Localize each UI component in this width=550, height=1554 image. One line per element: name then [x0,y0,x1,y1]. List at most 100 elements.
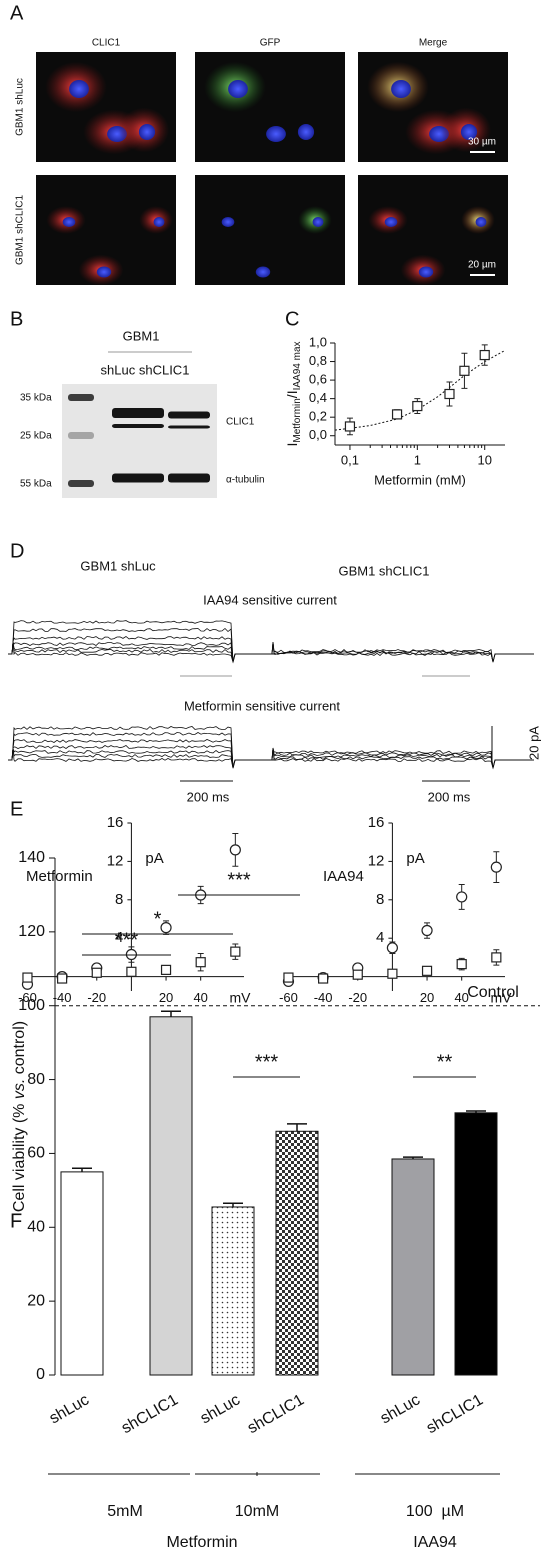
current-trace [8,641,274,663]
current-trace [268,641,534,663]
y-tick-label: 8 [376,891,384,908]
y-unit-label: pA [145,850,163,867]
y-axis-label-part: Metformin [292,398,303,442]
data-point [160,922,172,934]
data-point [229,844,241,856]
data-point [195,957,206,968]
band [168,425,210,429]
error-bar [403,1156,423,1159]
current-trace [8,636,274,663]
current-trace [268,747,534,770]
nucleus [255,266,271,278]
chart-title: IAA94 [323,868,364,885]
y-tick-label: 1,0 [309,334,327,349]
nucleus [391,80,411,98]
x-tick-label: -60 [18,990,37,1005]
current-trace [268,747,534,769]
data-point [352,969,363,980]
y-tick-label: 0,2 [309,409,327,424]
ladder-band [68,432,94,439]
error-bar [223,1202,243,1207]
significance-label: * [154,908,162,930]
y-tick-label: 12 [368,852,385,869]
current-trace [8,747,274,769]
data-point [160,964,172,975]
x-tick-label: 20 [420,990,434,1005]
current-trace [268,747,534,769]
row-label: GBM1 shCLIC1 [15,195,26,265]
nucleus [297,124,315,140]
x-axis-label: Metformin (mM) [374,472,466,487]
nucleus [384,217,398,227]
data-point [456,891,468,903]
y-tick-label: 20 [27,1292,45,1309]
current-trace [268,747,534,769]
x-tick-label: shCLIC1 [424,1391,487,1437]
x-tick-label: -40 [314,990,333,1005]
significance-label: ** [437,1051,453,1073]
y-tick-label: 12 [107,852,124,869]
current-trace [8,627,274,663]
y-tick-label: 120 [18,923,45,940]
data-point [283,972,294,983]
bar [275,1130,319,1376]
panel-letter: A [10,2,24,24]
y-axis-label-part: IAA94 max [292,341,303,390]
nucleus [228,80,248,98]
reference-label: Control [467,984,519,1001]
y-tick-label: 16 [368,814,385,831]
error-bar [161,1010,181,1017]
x-tick-label: -20 [348,990,367,1005]
nucleus [69,80,89,98]
y-axis-label: Cell viability (% vs. control) [11,1021,28,1212]
data-point [391,409,403,420]
x-tick-label: shLuc [47,1391,92,1427]
data-point [479,349,490,361]
data-point [490,861,502,873]
y-tick-label: 0,8 [309,353,327,368]
data-point [386,942,399,954]
current-trace [8,641,274,664]
data-point [421,924,433,937]
nucleus [460,124,478,140]
band-label: α-tubulin [226,475,265,486]
nucleus [418,266,434,278]
bar [60,1171,104,1376]
data-point [444,388,455,400]
time-scale-label: 200 ms [428,789,471,804]
y-axis-label-part: Cell viability (% [11,1099,28,1212]
current-trace [8,640,274,663]
x-tick-label: 10 [477,452,491,467]
data-point [387,968,398,979]
y-tick-label: 40 [27,1219,45,1236]
data-point [412,400,423,412]
y-tick-label: 4 [115,929,123,946]
y-tick-label: 100 [18,997,45,1014]
group-title: Metformin [166,1534,237,1551]
chart-title: Metformin [26,868,93,885]
data-point [318,973,329,984]
data-point [126,966,137,977]
column-label: GBM1 shCLIC1 [338,563,429,578]
current-trace [8,745,274,769]
band [112,424,164,428]
y-tick-label: 80 [27,1071,45,1088]
column-label: Merge [419,38,448,49]
panel-letter: E [10,798,23,820]
band [168,411,210,419]
y-tick-label: 0,6 [309,372,327,387]
y-axis-label-part: control) [11,1021,28,1079]
group-label: 10mM [235,1503,279,1520]
data-point [344,421,356,432]
x-unit-label: mV [491,989,513,1005]
y-tick-label: 16 [107,814,124,831]
group-label: 100 µM [406,1503,464,1520]
nucleus [96,266,112,278]
current-trace [268,747,534,769]
nucleus [266,126,286,142]
ladder-band [68,394,94,401]
x-tick-label: 20 [159,990,173,1005]
x-unit-label: mV [230,989,252,1005]
y-axis-label-part: I [284,443,300,447]
